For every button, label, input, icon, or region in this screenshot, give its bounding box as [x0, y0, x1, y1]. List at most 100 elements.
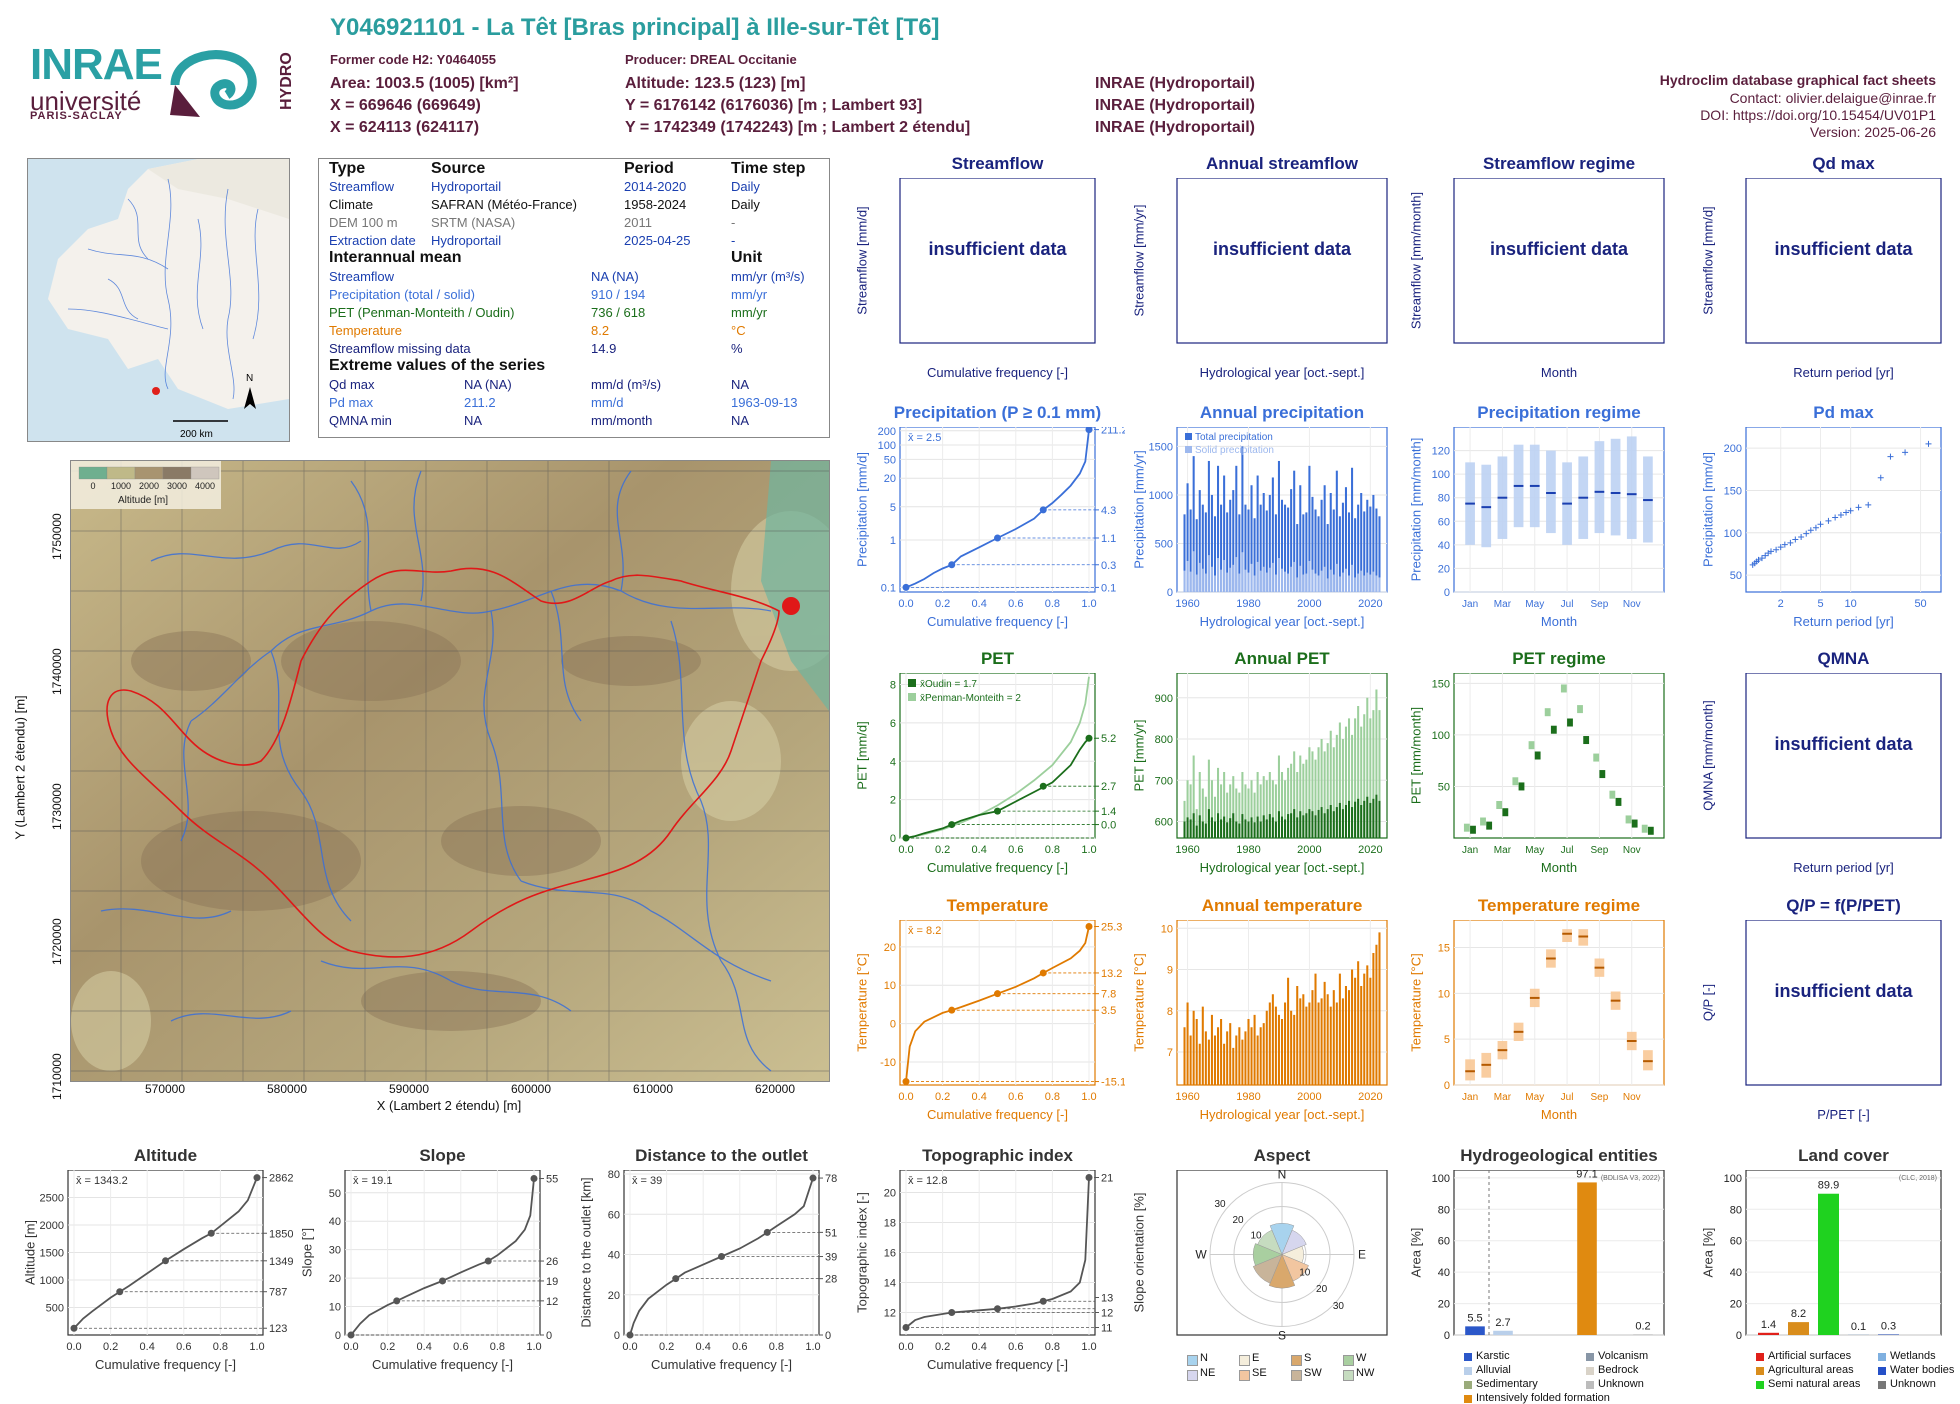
tick-label: 1.0	[526, 1341, 541, 1353]
quantile-label: 39	[825, 1252, 837, 1264]
chart-title-annual_precip: Annual precipitation	[1167, 403, 1397, 423]
info-cell: Precipitation (total / solid)	[329, 287, 475, 302]
tick-label: 0.6	[732, 1341, 747, 1353]
contact[interactable]: Contact: olivier.delaigue@inrae.fr	[1730, 90, 1936, 106]
altitude-legend-tick: 1000	[111, 481, 131, 491]
tick-label: 0.2	[380, 1341, 395, 1353]
bar-solid	[1263, 567, 1265, 592]
tick-label: Mar	[1494, 845, 1512, 856]
plot-frame	[1746, 178, 1941, 343]
tick-label: 0.8	[1045, 844, 1060, 856]
quantile-point	[208, 1230, 215, 1237]
quantile-point	[994, 808, 1001, 815]
bar-solid	[1318, 576, 1320, 593]
tick-label: 10	[329, 1302, 341, 1314]
bar-oudin	[1257, 817, 1259, 838]
info-cell: SRTM (NASA)	[431, 215, 515, 230]
plot-frame	[1746, 920, 1941, 1085]
regime-box	[1627, 436, 1637, 539]
chart-title-pet_cdf: PET	[890, 649, 1105, 669]
bar-solid	[1357, 574, 1359, 592]
info-cell: SAFRAN (Météo-France)	[431, 197, 577, 212]
bar	[1314, 974, 1316, 1085]
aspect-ring-label: 20	[1232, 1215, 1244, 1226]
tick-label: 20	[1438, 563, 1450, 575]
aspect-legend-label: NW	[1356, 1367, 1374, 1379]
tick-label: 50	[1730, 570, 1742, 582]
tick-label: 0.6	[1008, 1091, 1023, 1103]
quantile-point	[1086, 735, 1093, 742]
bar-bedrock	[1577, 1182, 1597, 1335]
tick-label: 200	[1724, 443, 1742, 455]
aspect-legend-swatch	[1187, 1370, 1198, 1381]
quantile-label: 787	[269, 1287, 287, 1299]
quantile-point	[1040, 969, 1047, 976]
tick-label: 20	[1438, 1299, 1450, 1311]
bar-oudin	[1199, 815, 1201, 838]
bar-oudin	[1342, 809, 1344, 838]
tick-label: 60	[1730, 1236, 1742, 1248]
regime-pm	[1480, 818, 1486, 826]
quantile-point	[672, 1275, 679, 1282]
aspect-legend-label: E	[1252, 1352, 1259, 1364]
chart-title-hydrogeology: Hydrogeological entities	[1444, 1146, 1674, 1166]
bar-solid	[1278, 558, 1280, 592]
quantile-point	[810, 1175, 817, 1182]
legend-swatch	[1878, 1381, 1886, 1389]
bar-solid	[1281, 569, 1283, 592]
tick-label: 20	[1730, 1299, 1742, 1311]
insufficient-data-streamflow: insufficient data	[900, 239, 1095, 260]
info-cell: °C	[731, 323, 746, 338]
quantile-point	[903, 835, 910, 842]
bar	[1205, 1031, 1207, 1085]
tick-label: Sep	[1591, 599, 1609, 610]
bar-oudin	[1369, 803, 1371, 838]
info-cell: Streamflow missing data	[329, 341, 471, 356]
bar-solid	[1324, 567, 1326, 592]
bar-solid	[1351, 565, 1353, 592]
tick-label: 50	[884, 454, 896, 466]
mean-label: x̄ = 19.1	[353, 1175, 392, 1187]
bar-agricultural-areas	[1788, 1322, 1809, 1335]
bar	[1339, 974, 1341, 1085]
xlabel-topo_index: Cumulative frequency [-]	[880, 1357, 1115, 1372]
bar	[1208, 1040, 1210, 1085]
tick-label: Jan	[1462, 845, 1478, 856]
ylabel-aspect: Slope orientation [%]	[1132, 1152, 1147, 1352]
quantile-label: 0	[546, 1330, 552, 1342]
tick-label: 1.0	[805, 1341, 820, 1353]
quantile-label: 2.7	[1101, 781, 1116, 793]
quantile-label: 26	[546, 1256, 558, 1268]
doi[interactable]: DOI: https://doi.org/10.15454/UV01P1	[1700, 107, 1936, 123]
info-cell: 2025-04-25	[624, 233, 691, 248]
tick-label: Jul	[1561, 845, 1574, 856]
bigmap-ytick: 1750000	[50, 513, 64, 560]
altitude-legend-tick: 4000	[195, 481, 215, 491]
xlabel-slope: Cumulative frequency [-]	[325, 1357, 560, 1372]
info-cell: Hydroportail	[431, 233, 501, 248]
bar	[1378, 932, 1380, 1085]
bar	[1211, 1015, 1213, 1085]
tick-label: 18	[884, 1218, 896, 1230]
tick-label: 0.4	[696, 1341, 711, 1353]
xlabel-temp_cdf: Cumulative frequency [-]	[880, 1107, 1115, 1122]
bar	[1199, 1044, 1201, 1085]
tick-label: -10	[880, 1057, 896, 1069]
bar	[1302, 994, 1304, 1085]
legend-swatch	[1464, 1367, 1472, 1375]
tick-label: 0.6	[1008, 598, 1023, 610]
tick-label: 1000	[1149, 490, 1173, 502]
bar	[1232, 1048, 1234, 1085]
chart-annual_streamflow	[1147, 178, 1417, 365]
legend-swatch	[1586, 1353, 1594, 1361]
info-cell: NA	[464, 413, 482, 428]
bar-oudin	[1330, 805, 1332, 838]
quantile-label: 211.2	[1101, 427, 1125, 437]
bar	[1287, 978, 1289, 1085]
plot-frame	[624, 1170, 819, 1335]
aspect-legend-swatch	[1291, 1355, 1302, 1366]
